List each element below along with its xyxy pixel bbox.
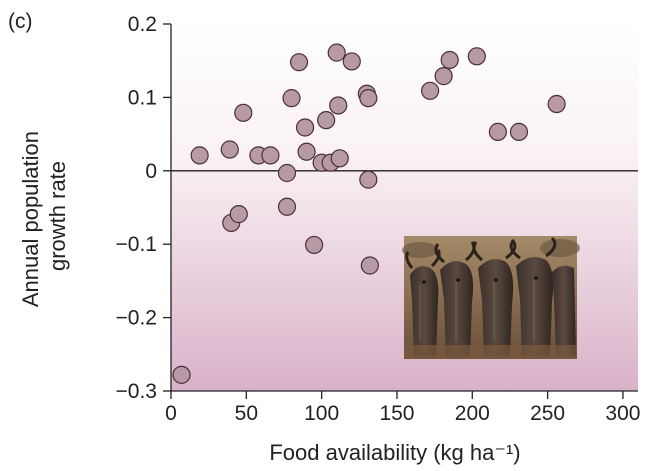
data-point — [282, 89, 301, 108]
data-point — [330, 149, 349, 168]
data-point — [190, 146, 209, 165]
data-point — [359, 89, 378, 108]
x-tick-label: 100 — [304, 402, 339, 425]
x-axis-title: Food availability (kg ha⁻¹) — [269, 440, 520, 465]
x-tick-label: 0 — [165, 402, 177, 425]
data-point — [317, 111, 336, 130]
data-point — [277, 197, 297, 216]
data-point — [434, 67, 453, 86]
y-tick-label: 0.2 — [128, 13, 157, 36]
data-point — [220, 140, 239, 159]
data-point — [327, 43, 346, 62]
panel-label: (c) — [8, 10, 33, 33]
data-point — [277, 163, 297, 183]
data-point — [172, 365, 191, 384]
data-point — [234, 103, 253, 122]
data-points — [172, 43, 566, 384]
y-axis-title: Annual population growth rate — [18, 125, 70, 307]
data-point — [359, 170, 378, 189]
axes: −0.3 −0.2 −0.1 0 0.1 0.2 0 50 100 150 200 250 300 — [116, 13, 641, 425]
y-tick-label: 0.1 — [128, 86, 157, 109]
y-tick-label: −0.1 — [116, 233, 157, 256]
x-tick-label: 200 — [455, 402, 490, 425]
data-point — [261, 146, 280, 165]
data-point — [297, 142, 316, 161]
data-point — [360, 256, 379, 275]
y-tick-label: −0.3 — [116, 380, 157, 403]
data-point — [329, 96, 348, 115]
data-point — [342, 52, 361, 71]
data-point — [289, 53, 309, 72]
y-tick-label: −0.2 — [116, 307, 157, 330]
x-tick-label: 50 — [235, 402, 258, 425]
y-tick-label: 0 — [145, 160, 157, 183]
x-tick-label: 150 — [379, 402, 414, 425]
data-point — [295, 118, 315, 137]
data-point — [547, 94, 566, 114]
x-tick-label: 250 — [530, 402, 565, 425]
wildebeest-photo — [402, 236, 580, 359]
data-point — [421, 81, 440, 100]
data-point — [467, 47, 486, 66]
data-point — [440, 50, 459, 70]
data-point — [488, 122, 507, 141]
data-point — [305, 235, 324, 255]
x-tick-label: 300 — [605, 402, 640, 425]
data-point — [509, 122, 529, 141]
data-point — [229, 205, 248, 224]
